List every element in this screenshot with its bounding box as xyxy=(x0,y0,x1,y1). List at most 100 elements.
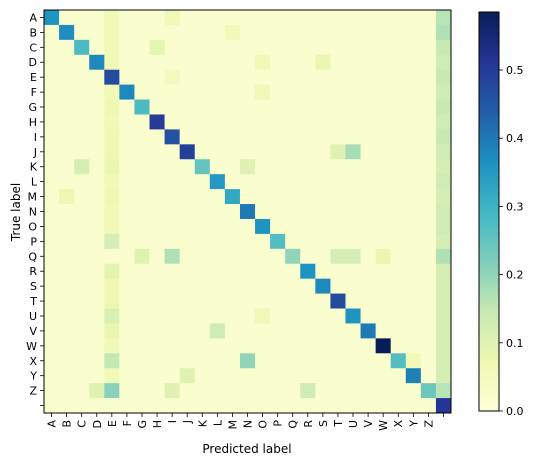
heatmap-cell xyxy=(345,278,361,294)
heatmap-cell xyxy=(390,144,407,160)
heatmap-cell xyxy=(89,233,105,250)
heatmap-cell xyxy=(209,39,226,56)
heatmap-cell xyxy=(315,10,331,26)
heatmap-cell xyxy=(285,129,301,145)
heatmap-cell xyxy=(345,114,361,130)
heatmap-cell xyxy=(270,383,286,399)
heatmap-cell xyxy=(405,39,422,56)
heatmap-cell xyxy=(345,218,361,235)
heatmap-cell xyxy=(194,39,211,56)
heatmap-cell xyxy=(330,144,346,160)
heatmap-cell xyxy=(360,69,377,86)
x-tick-label: T xyxy=(332,420,345,428)
heatmap-cell xyxy=(164,84,181,100)
heatmap-cell xyxy=(194,368,211,384)
heatmap-cell xyxy=(89,308,105,324)
heatmap-cell xyxy=(119,69,135,86)
heatmap-cell xyxy=(134,368,150,384)
heatmap-cell xyxy=(179,278,196,294)
heatmap-cell xyxy=(239,323,256,339)
heatmap-cell xyxy=(255,99,271,115)
heatmap-cell xyxy=(194,323,211,339)
heatmap-cell xyxy=(315,398,331,414)
heatmap-cell xyxy=(164,383,181,399)
heatmap-cell xyxy=(375,84,392,100)
heatmap-cell xyxy=(255,248,271,265)
heatmap-cell xyxy=(164,278,181,294)
heatmap-cell xyxy=(119,114,135,130)
heatmap-cell xyxy=(209,159,226,175)
heatmap-cell xyxy=(300,39,316,56)
heatmap-cell xyxy=(270,263,286,280)
heatmap-cell xyxy=(194,189,211,205)
heatmap-cell xyxy=(345,368,361,384)
heatmap-cell xyxy=(149,323,165,339)
heatmap-cell xyxy=(134,174,150,190)
heatmap-cell xyxy=(300,218,316,235)
y-tick-label: L xyxy=(31,176,38,189)
heatmap-cell xyxy=(390,368,407,384)
heatmap-cell xyxy=(164,248,181,265)
heatmap-cell xyxy=(164,159,181,175)
heatmap-cell xyxy=(255,114,271,130)
heatmap-cell xyxy=(360,39,377,56)
heatmap-cell xyxy=(164,204,181,220)
colorbar-tick-label: 0.5 xyxy=(506,64,524,77)
heatmap-cell xyxy=(405,24,422,41)
heatmap-cell xyxy=(330,189,346,205)
heatmap-cell xyxy=(224,84,241,100)
heatmap-cell xyxy=(330,293,346,309)
heatmap-cell xyxy=(420,278,437,294)
heatmap-cell xyxy=(149,293,165,309)
heatmap-cell xyxy=(390,263,407,280)
heatmap-cell xyxy=(74,69,90,86)
heatmap-cell xyxy=(315,114,331,130)
heatmap-cell xyxy=(390,204,407,220)
heatmap-cell xyxy=(164,308,181,324)
heatmap-cell xyxy=(270,69,286,86)
heatmap-cell xyxy=(315,69,331,86)
heatmap-cell xyxy=(179,114,196,130)
heatmap-cell xyxy=(179,84,196,100)
heatmap-cell xyxy=(345,204,361,220)
x-tick-label: C xyxy=(76,420,89,428)
heatmap-cell xyxy=(134,54,150,71)
heatmap-cell xyxy=(390,39,407,56)
heatmap-cell xyxy=(330,24,346,41)
x-tick-label: O xyxy=(257,420,270,429)
heatmap-cell xyxy=(209,308,226,324)
heatmap-cell xyxy=(420,114,437,130)
heatmap-cell xyxy=(239,54,256,71)
heatmap-cell xyxy=(420,338,437,354)
heatmap-cell xyxy=(420,248,437,265)
heatmap-cell xyxy=(119,383,135,399)
heatmap-cell xyxy=(405,69,422,86)
heatmap-cell xyxy=(315,24,331,41)
colorbar xyxy=(478,11,500,412)
heatmap-cell xyxy=(209,24,226,41)
heatmap-cell xyxy=(74,204,90,220)
heatmap-cell xyxy=(224,129,241,145)
heatmap-cell xyxy=(89,278,105,294)
heatmap-cell xyxy=(149,278,165,294)
heatmap-cell xyxy=(390,248,407,265)
heatmap-cell xyxy=(315,248,331,265)
heatmap-cell xyxy=(224,383,241,399)
heatmap-cell xyxy=(224,248,241,265)
y-tick-label: T xyxy=(29,295,37,308)
heatmap-cell xyxy=(420,368,437,384)
heatmap-cell xyxy=(119,189,135,205)
heatmap-cell xyxy=(285,398,301,414)
heatmap-cell xyxy=(270,99,286,115)
heatmap-cell xyxy=(435,293,452,309)
heatmap-cell xyxy=(300,323,316,339)
heatmap-cell xyxy=(149,114,165,130)
heatmap-cell xyxy=(255,218,271,235)
heatmap-cell xyxy=(209,99,226,115)
heatmap-cell xyxy=(300,159,316,175)
heatmap-cell xyxy=(255,383,271,399)
heatmap-cell xyxy=(360,308,377,324)
heatmap-cell xyxy=(360,398,377,414)
heatmap-cell xyxy=(435,353,452,369)
heatmap-cell xyxy=(209,263,226,280)
